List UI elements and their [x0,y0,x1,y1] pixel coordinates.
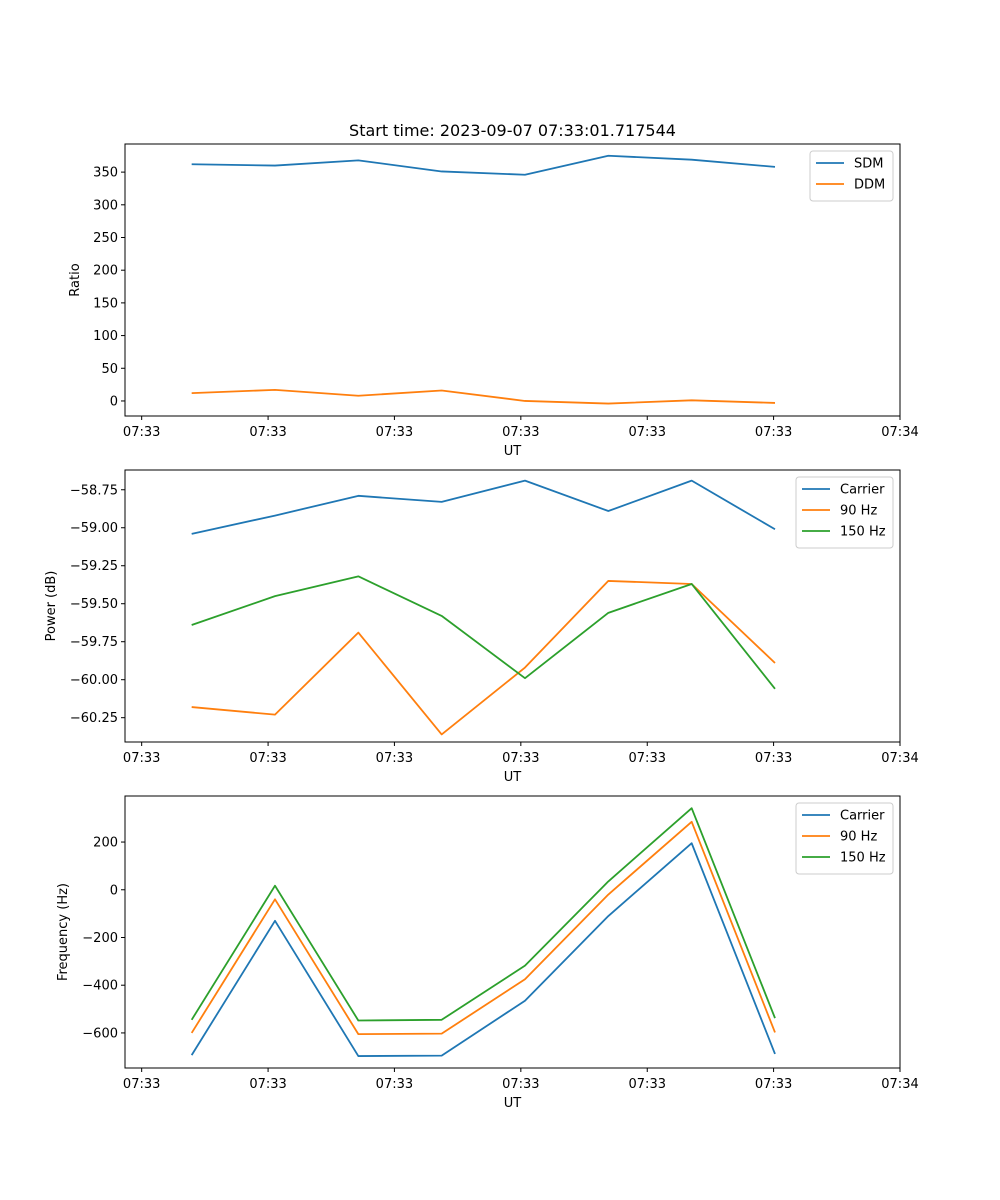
y-tick-label: 50 [101,362,118,377]
y-tick-label: −59.25 [70,559,118,574]
y-tick-label: −200 [82,931,118,946]
x-tick-label: 07:33 [376,751,413,766]
legend-label: DDM [854,178,885,193]
y-tick-label: 250 [93,231,118,246]
panel-3: 07:33 07:33 07:33 07:33 07:33 07:33 07:34 −600 −… [56,795,919,1111]
x-tick-label: 07:33 [123,1077,160,1092]
y-tick-label: 300 [93,198,118,213]
y-tick-label: 0 [110,394,118,409]
series-line-carrier [190,842,776,1057]
chart-title: Start time: 2023-09-07 07:33:01.717544 [349,121,676,140]
y-tick-label: 150 [93,296,118,311]
x-tick-label: 07:33 [502,1077,539,1092]
x-tick-label: 07:33 [123,751,160,766]
x-tick-label: 07:33 [249,1077,286,1092]
x-axis-label: UT [504,1096,522,1111]
y-tick-label: −59.00 [70,521,118,536]
y-tick-label: 200 [93,264,118,279]
y-axis-label: Ratio [68,263,83,296]
series-line-sdm [191,154,776,176]
y-tick-label: 100 [93,329,118,344]
series-line-carrier [191,479,776,535]
x-tick-label: 07:33 [376,1077,413,1092]
axes-frame [124,795,901,1069]
y-tick-label: −400 [82,979,118,994]
y-tick-label: 200 [93,836,118,851]
legend-label: 90 Hz [840,830,877,845]
axes-frame [124,469,901,743]
x-tick-label: 07:33 [629,1077,666,1092]
x-tick-label: 07:34 [881,1077,918,1092]
y-tick-label: −59.75 [70,635,118,650]
x-tick-label: 07:33 [755,751,792,766]
y-tick-label: −59.50 [70,597,118,612]
axes-frame [124,143,901,417]
plot-area [125,796,900,1068]
x-tick-label: 07:33 [249,751,286,766]
x-tick-label: 07:34 [881,425,918,440]
x-tick-label: 07:33 [502,751,539,766]
legend-label: Carrier [840,483,885,498]
x-tick-label: 07:33 [755,425,792,440]
series-line-ddm [191,388,776,405]
legend: SDM DDM [809,150,894,202]
x-tick-label: 07:33 [755,1077,792,1092]
x-tick-label: 07:33 [502,425,539,440]
y-tick-label: −600 [82,1026,118,1041]
series-line-90-hz [190,820,776,1036]
y-axis-label: Frequency (Hz) [56,883,71,981]
y-tick-label: −58.75 [70,483,118,498]
legend: Carrier 90 Hz 150 Hz [795,802,894,875]
panels: Start time: 2023-09-07 07:33:01.717544 07… [44,121,919,1111]
legend-label: 90 Hz [840,504,877,519]
panel-2: 07:33 07:33 07:33 07:33 07:33 07:33 07:34 −60.2… [44,469,919,785]
legend-label: 150 Hz [840,851,886,866]
plot-area [125,144,900,416]
legend-label: Carrier [840,809,885,824]
x-tick-label: 07:34 [881,751,918,766]
y-axis-label: Power (dB) [44,571,59,642]
series-line-150-hz [190,807,776,1022]
y-tick-label: −60.00 [70,673,118,688]
x-tick-label: 07:33 [249,425,286,440]
legend-label: SDM [854,157,883,172]
x-tick-label: 07:33 [376,425,413,440]
x-tick-label: 07:33 [629,425,666,440]
legend: Carrier 90 Hz 150 Hz [795,476,894,549]
panel-1: Start time: 2023-09-07 07:33:01.717544 07… [68,121,919,459]
y-tick-label: 0 [110,883,118,898]
x-axis-label: UT [504,770,522,785]
x-axis-label: UT [504,444,522,459]
x-tick-label: 07:33 [629,751,666,766]
plot-area [125,470,900,742]
series-line-150-hz [191,575,776,690]
x-tick-label: 07:33 [123,425,160,440]
legend-label: 150 Hz [840,525,886,540]
y-tick-label: −60.25 [70,711,118,726]
y-tick-label: 350 [93,166,118,181]
series-line-90-hz [191,580,776,736]
